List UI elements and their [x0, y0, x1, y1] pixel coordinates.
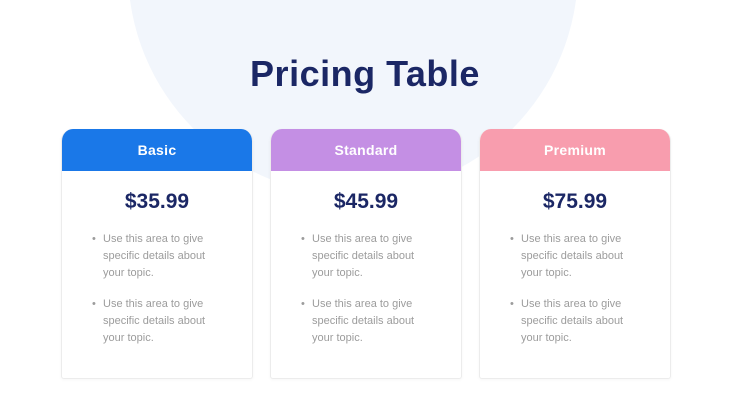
plan-name: Standard [334, 141, 398, 158]
plan-bullet-list: Use this area to give specific details a… [301, 231, 429, 347]
plan-name: Premium [543, 141, 606, 158]
plan-bullet: Use this area to give specific details a… [301, 296, 429, 347]
plan-bullet: Use this area to give specific details a… [92, 296, 220, 347]
plan-bullet: Use this area to give specific details a… [510, 231, 638, 282]
pricing-card-basic: Basic $35.99 Use this area to give speci… [61, 129, 253, 379]
pricing-cards-row: Basic $35.99 Use this area to give speci… [61, 129, 671, 379]
pricing-card-basic-header: Basic [62, 129, 252, 171]
plan-price: $35.99 [124, 190, 190, 213]
pricing-card-standard-body: $45.99 Use this area to give specific de… [271, 171, 461, 361]
plan-bullet: Use this area to give specific details a… [301, 231, 429, 282]
page-title: Pricing Table [250, 53, 480, 94]
pricing-card-premium: Premium $75.99 Use this area to give spe… [479, 129, 671, 379]
pricing-card-standard: Standard $45.99 Use this area to give sp… [270, 129, 462, 379]
plan-price: $75.99 [542, 190, 608, 213]
pricing-card-basic-body: $35.99 Use this area to give specific de… [62, 171, 252, 361]
plan-price: $45.99 [333, 190, 399, 213]
pricing-card-premium-header: Premium [480, 129, 670, 171]
pricing-card-standard-header: Standard [271, 129, 461, 171]
plan-bullet-list: Use this area to give specific details a… [92, 231, 220, 347]
plan-bullet-list: Use this area to give specific details a… [510, 231, 638, 347]
plan-bullet: Use this area to give specific details a… [92, 231, 220, 282]
plan-bullet: Use this area to give specific details a… [510, 296, 638, 347]
plan-name: Basic [137, 141, 177, 158]
pricing-card-premium-body: $75.99 Use this area to give specific de… [480, 171, 670, 361]
